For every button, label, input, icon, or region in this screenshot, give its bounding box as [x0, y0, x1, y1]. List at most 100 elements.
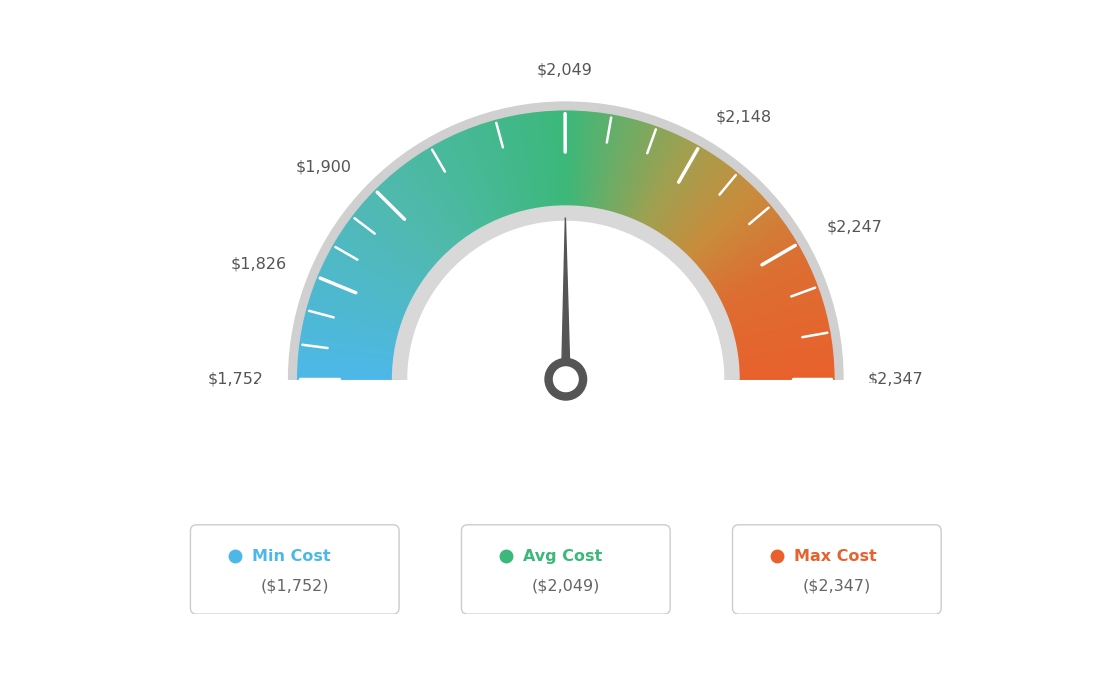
Wedge shape: [380, 183, 453, 259]
Wedge shape: [393, 206, 739, 380]
Text: ($2,347): ($2,347): [803, 579, 871, 594]
Wedge shape: [669, 169, 736, 251]
Wedge shape: [705, 235, 795, 292]
Text: ($2,049): ($2,049): [532, 579, 599, 594]
Wedge shape: [617, 123, 651, 222]
Wedge shape: [386, 177, 456, 256]
Wedge shape: [725, 306, 826, 335]
Wedge shape: [726, 316, 828, 342]
Wedge shape: [298, 344, 402, 359]
Wedge shape: [729, 331, 831, 351]
Wedge shape: [578, 110, 590, 215]
Wedge shape: [690, 201, 769, 270]
Wedge shape: [379, 184, 452, 260]
Wedge shape: [688, 197, 765, 268]
Wedge shape: [322, 261, 417, 308]
Text: Max Cost: Max Cost: [795, 549, 878, 564]
Wedge shape: [460, 130, 502, 227]
Wedge shape: [492, 119, 522, 220]
Wedge shape: [331, 246, 422, 298]
Polygon shape: [258, 383, 873, 495]
Wedge shape: [729, 326, 830, 348]
Wedge shape: [721, 284, 819, 322]
Wedge shape: [399, 166, 465, 249]
Wedge shape: [478, 124, 513, 223]
Wedge shape: [340, 230, 428, 288]
Wedge shape: [311, 288, 410, 324]
Wedge shape: [569, 110, 572, 214]
Wedge shape: [672, 173, 741, 253]
Wedge shape: [625, 127, 664, 225]
Wedge shape: [411, 157, 471, 244]
Wedge shape: [297, 352, 401, 364]
Wedge shape: [584, 111, 597, 215]
Wedge shape: [606, 118, 633, 219]
Wedge shape: [696, 213, 778, 278]
Wedge shape: [513, 115, 534, 217]
Wedge shape: [704, 233, 794, 290]
Wedge shape: [714, 261, 809, 308]
Wedge shape: [731, 375, 836, 378]
Wedge shape: [722, 290, 820, 326]
Wedge shape: [731, 364, 835, 371]
Wedge shape: [530, 112, 545, 215]
Wedge shape: [560, 110, 563, 214]
Wedge shape: [346, 223, 431, 284]
Wedge shape: [297, 362, 401, 370]
Wedge shape: [316, 276, 413, 317]
Wedge shape: [577, 110, 587, 214]
Wedge shape: [326, 255, 418, 304]
Wedge shape: [300, 328, 403, 350]
Wedge shape: [546, 110, 555, 214]
Wedge shape: [598, 115, 620, 217]
Wedge shape: [308, 300, 407, 332]
Wedge shape: [300, 333, 403, 352]
Wedge shape: [339, 231, 427, 289]
Wedge shape: [306, 306, 406, 335]
Wedge shape: [729, 328, 831, 350]
Wedge shape: [417, 153, 476, 241]
Wedge shape: [357, 208, 438, 275]
Wedge shape: [362, 201, 442, 270]
Wedge shape: [298, 348, 402, 361]
Wedge shape: [318, 273, 414, 315]
Wedge shape: [297, 358, 401, 368]
Wedge shape: [661, 159, 722, 244]
Wedge shape: [609, 119, 639, 220]
Wedge shape: [321, 264, 416, 310]
Wedge shape: [309, 294, 408, 328]
Wedge shape: [731, 360, 835, 369]
Wedge shape: [716, 266, 811, 311]
Wedge shape: [482, 122, 516, 221]
Wedge shape: [595, 114, 616, 217]
Wedge shape: [719, 274, 815, 316]
Wedge shape: [660, 157, 721, 244]
Wedge shape: [566, 110, 567, 214]
Wedge shape: [391, 173, 459, 253]
Wedge shape: [729, 333, 831, 352]
Wedge shape: [336, 237, 425, 293]
Wedge shape: [708, 240, 798, 295]
Wedge shape: [726, 313, 827, 339]
Wedge shape: [495, 119, 523, 219]
Wedge shape: [646, 143, 698, 235]
Wedge shape: [725, 310, 827, 338]
Wedge shape: [516, 114, 537, 217]
Wedge shape: [712, 253, 805, 303]
Wedge shape: [388, 176, 457, 255]
Wedge shape: [710, 248, 802, 299]
Wedge shape: [311, 290, 410, 326]
Wedge shape: [304, 314, 405, 341]
Wedge shape: [633, 132, 677, 228]
Wedge shape: [654, 150, 710, 239]
Wedge shape: [701, 224, 787, 285]
Wedge shape: [297, 366, 401, 373]
Wedge shape: [302, 318, 404, 343]
Text: Min Cost: Min Cost: [253, 549, 331, 564]
Wedge shape: [351, 214, 435, 279]
Wedge shape: [485, 121, 517, 221]
Wedge shape: [721, 286, 819, 323]
Wedge shape: [730, 344, 834, 359]
Wedge shape: [643, 140, 692, 233]
Wedge shape: [468, 127, 507, 225]
